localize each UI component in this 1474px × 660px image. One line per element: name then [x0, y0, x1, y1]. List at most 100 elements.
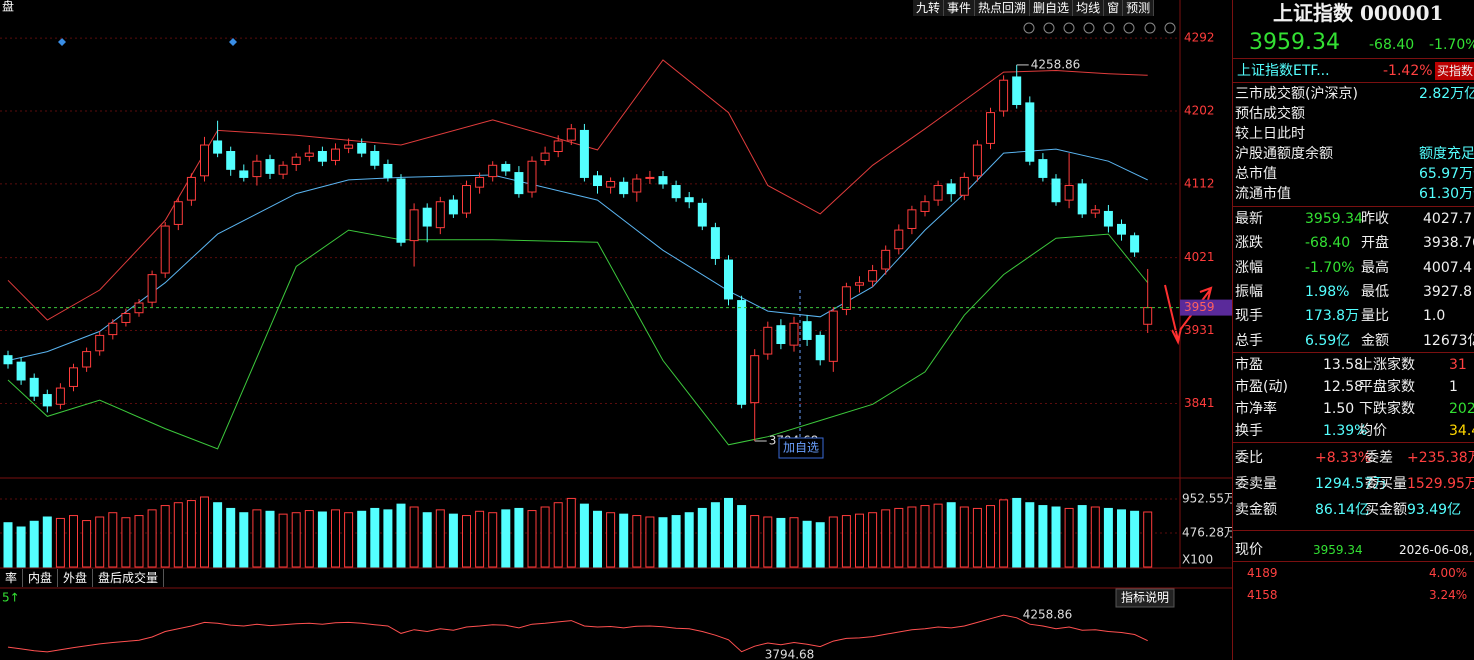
toolbar-button[interactable]: 热点回溯 [975, 0, 1031, 16]
candle-body [763, 326, 773, 355]
volume-bar [1025, 502, 1035, 568]
volume-bar [881, 509, 891, 568]
volume-bar [501, 509, 511, 568]
volume-bar [344, 512, 354, 568]
candle-body [475, 176, 485, 188]
toolbar-button[interactable]: 删自选 [1030, 0, 1074, 16]
indicator-button-label[interactable]: 指标说明 [1121, 590, 1169, 605]
candle-body [501, 163, 511, 172]
volume-bar [435, 509, 445, 568]
volume-bar [1117, 509, 1126, 568]
chart: 盘 指标说明 5↑ 4292 4202 4112 4021 3931 3841 4258.8… [0, 0, 1232, 660]
candle-body [370, 151, 380, 166]
volume-bar [1012, 497, 1022, 568]
volume-bar [1077, 505, 1087, 568]
panel-text: 总市值 [1235, 166, 1277, 182]
candle-body [1077, 183, 1087, 215]
candle-body [1038, 159, 1048, 178]
candle-body [69, 367, 78, 387]
panel-text: 最高 [1361, 259, 1389, 276]
panel-text: -1.70% [1305, 259, 1355, 276]
tab[interactable]: 外盘 [58, 569, 94, 587]
volume-bar [894, 507, 904, 568]
volume-bar [1064, 507, 1074, 568]
volume-bar [1143, 511, 1153, 568]
y-tick-label: 4202 [1184, 103, 1215, 117]
candle-body [737, 300, 747, 405]
volume-bar [475, 510, 485, 568]
volume-bar [409, 506, 419, 568]
panel-text: 市盈(动) [1235, 379, 1288, 395]
volume-bar [815, 522, 825, 568]
bottom-tabs: 率内盘 外盘 盘后成交量 [0, 569, 165, 587]
candle-body [95, 334, 105, 352]
signal-marker [58, 38, 237, 46]
tab[interactable]: 率 [0, 569, 24, 587]
candle-body [593, 175, 602, 187]
toolbar-button[interactable]: 预测 [1123, 0, 1155, 16]
panel-text: 1.0 [1423, 308, 1446, 325]
volume-bar [55, 517, 65, 568]
candle-body [828, 310, 838, 362]
volume-bar [789, 517, 799, 568]
candle-body [1090, 209, 1100, 214]
panel-text: 13.58 [1323, 357, 1364, 373]
candle-body [1130, 235, 1140, 253]
separator [1233, 530, 1474, 531]
toolbar-button[interactable]: 窗 [1104, 0, 1124, 16]
candle-body [579, 129, 589, 178]
volume-bar [645, 516, 655, 568]
volume-bar [69, 515, 78, 568]
panel-text: 12.58 [1323, 379, 1364, 395]
tab[interactable]: 内盘 [23, 569, 59, 587]
volume-bar [304, 510, 314, 568]
panel-row: 流通市值 61.30万亿 [1233, 183, 1474, 205]
buy-button[interactable]: 买指数 [1435, 62, 1474, 80]
panel-text: 涨幅 [1235, 259, 1263, 276]
candle-body [344, 144, 354, 149]
candle-body [750, 355, 760, 404]
candle-body [553, 140, 563, 153]
candle-body [645, 176, 655, 179]
panel-text: +8.33% [1315, 450, 1372, 466]
panel-text: 涨跌 [1235, 235, 1263, 252]
panel-text: 4007.4 [1423, 259, 1472, 276]
candle-body [1051, 178, 1061, 203]
panel-text: -68.40 [1369, 37, 1415, 53]
add-watch-box[interactable] [778, 437, 824, 459]
panel-text: 预估成交额 [1235, 106, 1305, 122]
volume-bar [1090, 506, 1100, 568]
volume-bar [265, 510, 275, 568]
toolbar-button[interactable]: 事件 [944, 0, 976, 16]
volume-bar [213, 502, 223, 568]
toolbar-button[interactable]: 均线 [1073, 0, 1105, 16]
candle-body [999, 79, 1009, 112]
candle-body [186, 176, 196, 201]
candle-body [422, 207, 432, 227]
volume-bar [173, 502, 183, 568]
volume-bar [763, 516, 773, 568]
panel-text: 1.98% [1305, 283, 1350, 300]
add-watch[interactable]: 加自选 [783, 441, 819, 455]
indicator-button[interactable] [1115, 588, 1175, 608]
panel-text: 下跌家数 [1359, 401, 1415, 417]
volume-bar [278, 513, 288, 568]
panel-text: 202 [1449, 401, 1474, 417]
panel-row: 最新 3959.34 昨收 4027.7 [1233, 208, 1474, 230]
candle-body [3, 355, 13, 365]
candle-body [684, 197, 694, 203]
volume-bar [1038, 505, 1048, 568]
volume-bar [134, 515, 144, 568]
separator [1233, 352, 1474, 353]
volume-bar [357, 510, 367, 568]
candle-body [658, 176, 668, 185]
candle-body [29, 377, 39, 397]
candle-body [278, 164, 288, 175]
toolbar-button[interactable]: 九转 [913, 0, 945, 16]
volume-bar [946, 502, 956, 568]
volume-bar [108, 512, 118, 568]
tab[interactable]: 盘后成交量 [93, 569, 165, 587]
candle-body [894, 229, 904, 250]
